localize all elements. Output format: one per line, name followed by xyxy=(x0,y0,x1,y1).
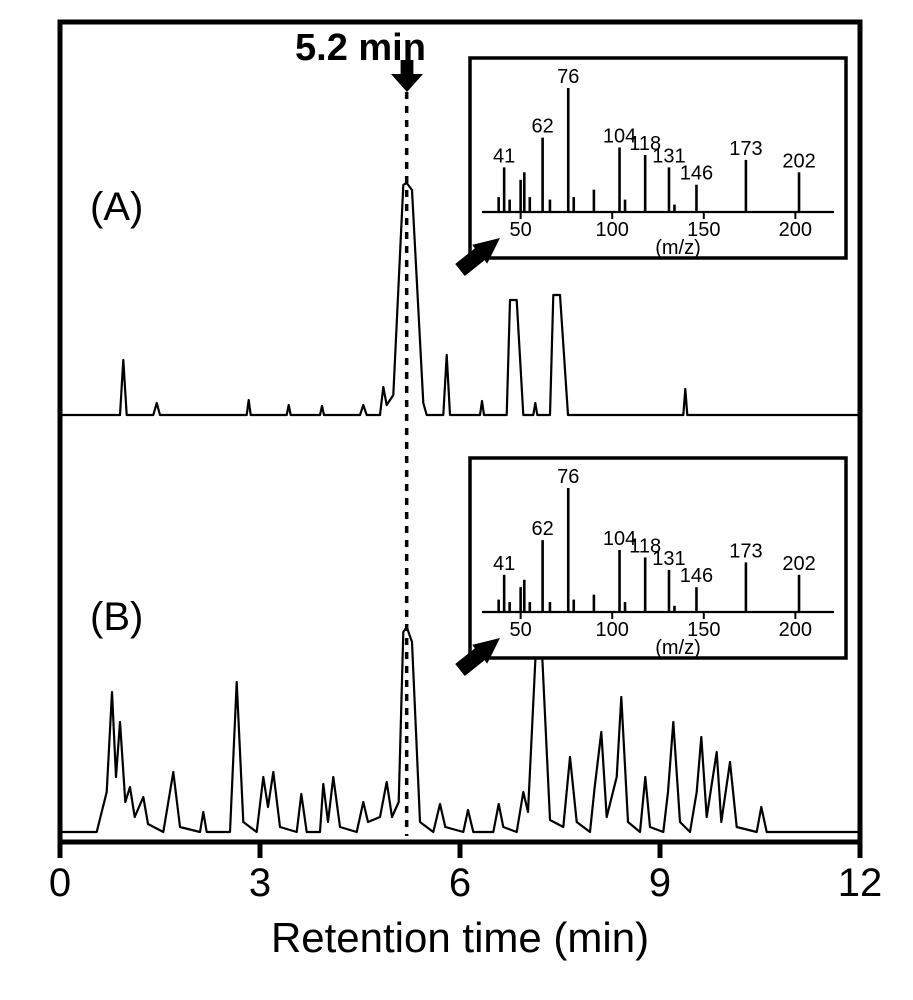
x-tick-label: 6 xyxy=(449,861,471,905)
mass-spectrum-inset-b: 416276104118131146173202 50100150200 (m/… xyxy=(470,458,846,659)
ms-peak-label: 202 xyxy=(782,553,815,575)
ms-tick-label: 100 xyxy=(596,619,629,641)
panel-label-b: (B) xyxy=(90,595,143,639)
x-axis-ticks: 0 3 6 9 12 xyxy=(49,842,882,905)
ms-peak-label: 76 xyxy=(557,466,579,488)
x-tick-label: 9 xyxy=(649,861,671,905)
ms-peak-label: 62 xyxy=(531,518,553,540)
mass-spectrum-inset-a: 416276104118131146173202 50100150200 (m/… xyxy=(470,58,846,259)
x-tick-label: 0 xyxy=(49,861,71,905)
ms-peak-label: 41 xyxy=(493,553,515,575)
x-tick-label: 12 xyxy=(838,861,883,905)
ms-peak-label: 41 xyxy=(493,145,515,167)
ms-tick-label: 200 xyxy=(779,219,812,241)
ms-peak-label: 62 xyxy=(531,116,553,138)
ms-tick-label: 200 xyxy=(779,619,812,641)
gc-ms-chromatogram-figure: (A) (B) 5.2 min 416276104118131146173202… xyxy=(0,0,913,1000)
mass-spectrum-x-label: (m/z) xyxy=(655,237,701,259)
ms-peak-label: 202 xyxy=(782,150,815,172)
ms-tick-label: 100 xyxy=(596,219,629,241)
ms-tick-label: 50 xyxy=(510,619,532,641)
ms-peak-label: 173 xyxy=(729,540,762,562)
ms-tick-label: 50 xyxy=(510,219,532,241)
ms-peak-label: 76 xyxy=(557,66,579,88)
panel-label-a: (A) xyxy=(90,185,143,229)
mass-spectrum-x-label: (m/z) xyxy=(655,637,701,659)
x-axis-label: Retention time (min) xyxy=(271,914,649,961)
ms-peak-label: 146 xyxy=(680,565,713,587)
x-tick-label: 3 xyxy=(249,861,271,905)
ms-peak-label: 146 xyxy=(680,163,713,185)
ms-peak-label: 173 xyxy=(729,138,762,160)
